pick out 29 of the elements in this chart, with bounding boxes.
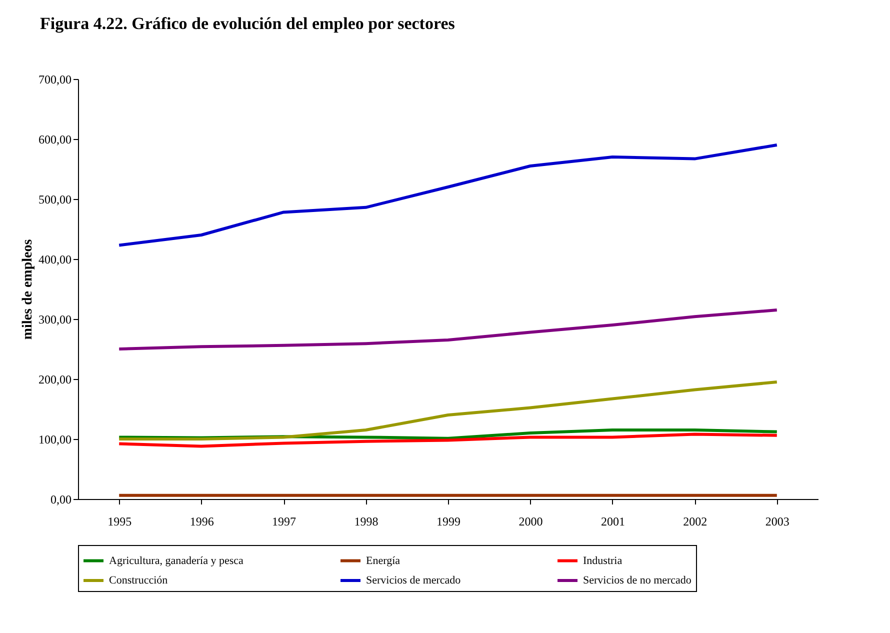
legend-label: Servicios de mercado xyxy=(366,574,462,586)
legend-label: Energía xyxy=(366,554,400,567)
legend-label: Agricultura, ganadería y pesca xyxy=(109,554,244,567)
x-tick-label: 1999 xyxy=(436,514,460,528)
x-tick-label: 1996 xyxy=(190,514,214,528)
legend-label: Industria xyxy=(583,554,622,567)
x-tick-label: 2003 xyxy=(765,514,790,528)
x-tick-label: 1997 xyxy=(272,514,296,528)
y-tick-label: 300,00 xyxy=(38,312,72,326)
chart-title: Figura 4.22. Gráfico de evolución del empleo por sectores xyxy=(40,14,456,33)
y-tick-label: 100,00 xyxy=(38,432,72,446)
x-tick-label: 1998 xyxy=(354,514,378,528)
x-tick-label: 2000 xyxy=(518,514,543,528)
line-series xyxy=(118,380,778,440)
y-tick-label: 0,00 xyxy=(50,492,72,506)
y-tick-label: 200,00 xyxy=(38,372,72,386)
x-tick-label: 1995 xyxy=(108,514,132,528)
line-series xyxy=(118,308,778,350)
y-axis-title: miles de empleos xyxy=(20,238,36,340)
y-tick-label: 400,00 xyxy=(38,252,72,266)
legend-label: Construcción xyxy=(109,574,168,586)
line-series xyxy=(118,144,778,247)
line-series xyxy=(118,432,778,448)
y-tick-label: 500,00 xyxy=(38,192,72,206)
legend-label: Servicios de no mercado xyxy=(583,574,692,586)
x-tick-label: 2002 xyxy=(683,514,708,528)
y-tick-label: 600,00 xyxy=(38,132,72,146)
y-tick-label: 700,00 xyxy=(38,72,72,86)
x-tick-label: 2001 xyxy=(600,514,625,528)
